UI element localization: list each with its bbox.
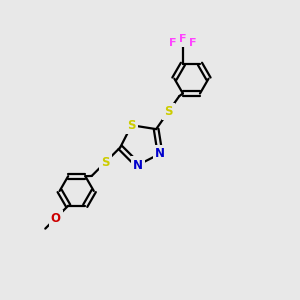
Text: N: N xyxy=(155,147,165,160)
Text: F: F xyxy=(169,38,176,48)
Text: S: S xyxy=(101,156,110,169)
Text: S: S xyxy=(127,119,136,132)
Text: O: O xyxy=(51,212,61,225)
Text: N: N xyxy=(133,159,143,172)
Text: S: S xyxy=(164,105,172,118)
Text: F: F xyxy=(190,38,197,48)
Text: F: F xyxy=(179,34,187,44)
